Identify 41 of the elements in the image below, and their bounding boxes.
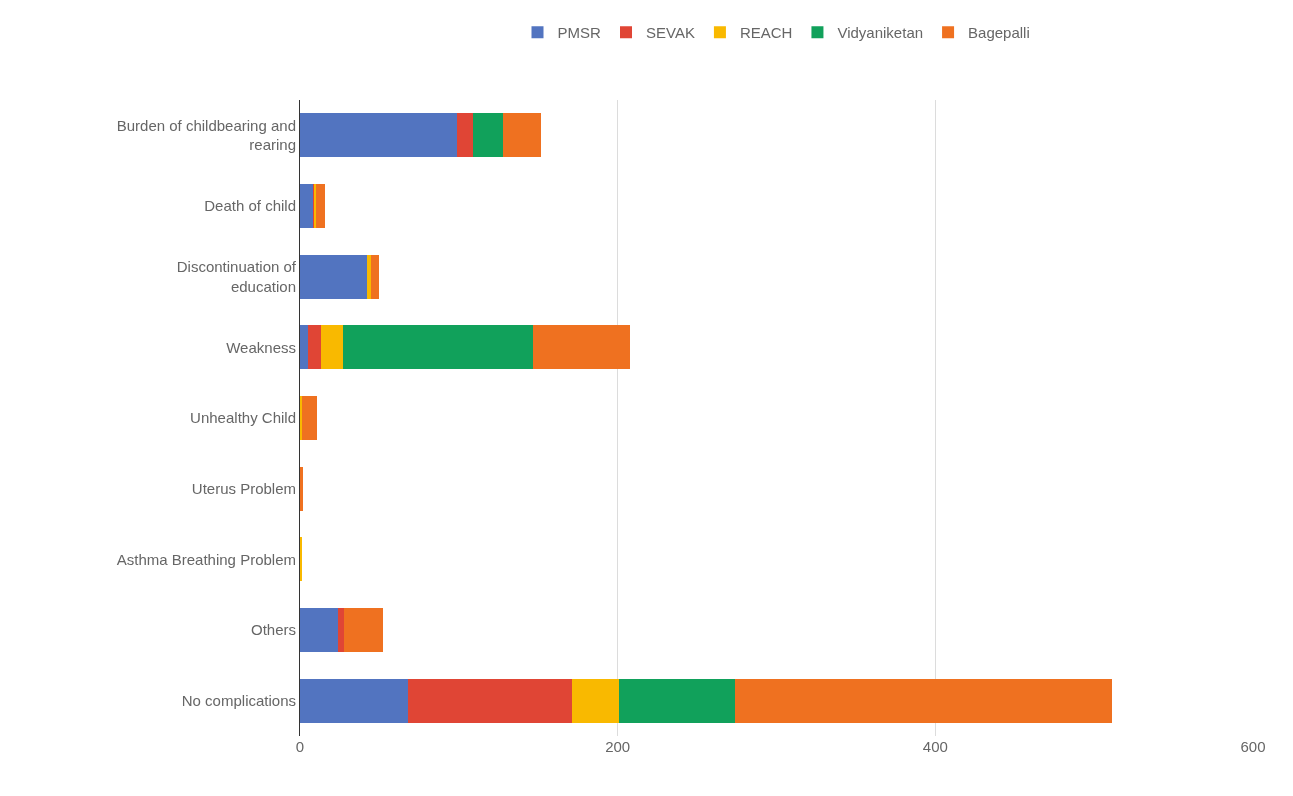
bar <box>300 325 308 370</box>
bar <box>300 113 458 158</box>
bar <box>300 608 339 652</box>
y-tick-label: Asthma Breathing Problem <box>116 550 296 568</box>
bar <box>371 254 380 299</box>
bar <box>320 325 343 370</box>
legend-label: SEVAK <box>646 24 695 42</box>
y-tick-label: Unhealthy Child <box>190 409 296 427</box>
bar <box>315 184 326 228</box>
bar <box>473 113 504 158</box>
x-tick-label: 200 <box>605 738 631 755</box>
x-tick-label: 400 <box>922 738 948 755</box>
bar <box>300 254 367 299</box>
legend-label: Vidyaniketan <box>837 24 924 42</box>
bar <box>300 678 409 723</box>
bar <box>344 608 383 652</box>
y-tick-label: Uterus Problem <box>191 479 296 497</box>
bar <box>300 184 313 228</box>
y-tick-label: Burden of childbearing and rearing <box>116 116 296 154</box>
bar <box>533 325 631 370</box>
y-tick-label: No complications <box>181 691 296 709</box>
bar <box>619 678 736 723</box>
y-tick-label: Death of child <box>204 197 296 215</box>
bar <box>307 325 321 370</box>
legend-label: REACH <box>739 24 793 42</box>
y-tick-label: Discontinuation of education <box>176 258 297 295</box>
bar <box>503 113 542 158</box>
y-tick-label: Weakness <box>226 338 296 356</box>
bar <box>735 678 1112 723</box>
legend-label: PMSR <box>557 24 601 42</box>
bar <box>300 466 304 511</box>
bar <box>342 325 534 370</box>
legend-label: Bagepalli <box>968 24 1030 42</box>
bar <box>408 678 572 723</box>
bar <box>457 113 474 158</box>
y-tick-label: Others <box>250 621 296 639</box>
x-tick-label: 0 <box>295 738 305 755</box>
bar <box>571 678 620 723</box>
bar <box>301 396 318 440</box>
bar <box>338 608 345 652</box>
x-tick-label: 600 <box>1240 738 1266 755</box>
